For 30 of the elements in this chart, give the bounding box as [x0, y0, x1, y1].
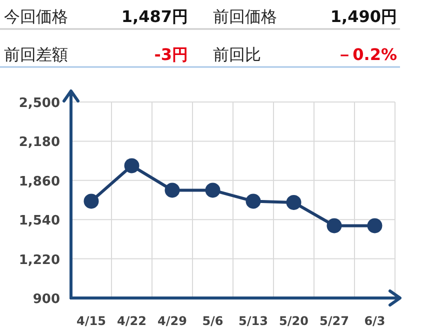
text: -3円: [154, 45, 188, 64]
x-tick-label: 4/29: [158, 314, 187, 328]
text: 前回比: [213, 45, 261, 64]
x-tick-label: 4/22: [117, 314, 146, 328]
y-tick-label: 2,180: [18, 135, 60, 150]
text: 1,487円: [121, 7, 188, 26]
y-tick-label: 1,540: [18, 214, 60, 229]
text: 前回差額: [4, 45, 68, 64]
point: [205, 182, 220, 198]
y-tick-label: 900: [32, 292, 60, 307]
x-tick-label: 5/13: [238, 314, 268, 328]
x-tick-label: 6/3: [364, 314, 386, 328]
x-tick-label: 5/27: [320, 314, 349, 328]
point: [246, 194, 261, 209]
point: [124, 158, 140, 174]
y-tick-label: 1,220: [18, 252, 60, 268]
point: [367, 218, 382, 234]
x-tick-label: 5/6: [202, 314, 224, 328]
y-tick-label: 2,500: [18, 96, 60, 111]
point: [84, 194, 99, 209]
text: 前回価格: [213, 7, 277, 26]
y-tick-label: 1,860: [18, 174, 60, 190]
text: 1,490円: [330, 7, 397, 26]
text: －0.2%: [336, 45, 397, 64]
x-tick-label: 4/15: [76, 314, 106, 328]
point: [326, 218, 342, 234]
point: [164, 182, 180, 198]
x-tick-label: 5/20: [279, 314, 308, 328]
point: [286, 194, 302, 210]
text: 今回価格: [4, 7, 68, 26]
